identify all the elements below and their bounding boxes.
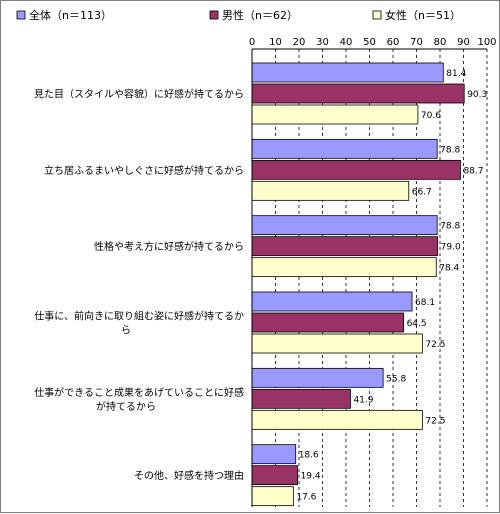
- x-tick-label: 20: [293, 37, 306, 48]
- legend-swatch: [209, 10, 219, 20]
- legend-label: 女性（n＝51）: [385, 8, 461, 22]
- category-label: 見た目（スタイルや容貌）に好感が持てるから: [34, 88, 244, 101]
- bar: [251, 333, 423, 354]
- bar-value-label: 55.8: [386, 374, 406, 384]
- x-tick-label: 90: [457, 37, 470, 48]
- category-label: 性格や考え方に好感が持てるから: [94, 240, 244, 253]
- category-label: 仕事ができること成果をあげていることに好感: [34, 386, 244, 399]
- category-labels: 見た目（スタイルや容貌）に好感が持てるから立ち居ふるまいやしぐさに好感が持てるか…: [34, 88, 244, 483]
- bar-value-label: 88.7: [463, 166, 483, 176]
- bar-value-label: 41.9: [353, 395, 373, 405]
- bar: [251, 159, 461, 180]
- bar: [251, 236, 439, 257]
- category-label: 立ち居ふるまいやしぐさに好感が持てるから: [44, 164, 244, 177]
- legend: 全体（n＝113） 男性（n＝62） 女性（n＝51）: [16, 8, 461, 22]
- bar: [251, 444, 297, 465]
- x-tick-label: 30: [316, 37, 329, 48]
- bar-value-label: 81.4: [446, 69, 466, 79]
- x-tick-label: 50: [363, 37, 376, 48]
- bar-value-label: 18.6: [299, 451, 319, 461]
- bar: [251, 409, 423, 430]
- x-tick-label: 70: [410, 37, 423, 48]
- category-label: が持てるから: [96, 400, 156, 413]
- x-tick-label: 100: [477, 37, 496, 48]
- bar: [251, 138, 438, 159]
- bar: [251, 83, 465, 104]
- bar: [251, 257, 437, 278]
- bar-value-label: 72.5: [425, 416, 445, 426]
- bar: [251, 180, 410, 201]
- bar-value-label: 90.3: [467, 90, 487, 100]
- bar: [251, 312, 404, 333]
- bar: [251, 62, 444, 83]
- bar: [251, 104, 419, 125]
- bar-value-label: 66.7: [412, 187, 432, 197]
- bar-value-label: 17.6: [296, 493, 316, 503]
- bar: [251, 367, 384, 388]
- value-labels: 81.4 90.3 70.6 78.8 88.7 66.7 78.8 79.0 78.4 68.1…: [296, 69, 487, 503]
- legend-swatch: [16, 10, 26, 20]
- x-tick-label: 0: [249, 37, 255, 48]
- grid-lines: [275, 49, 488, 507]
- bar-value-label: 72.5: [425, 340, 445, 350]
- bar-value-label: 79.0: [441, 243, 461, 253]
- category-label: その他、好感を持つ理由: [134, 469, 244, 482]
- x-tick-label: 60: [387, 37, 400, 48]
- bar: [251, 215, 438, 236]
- bar-value-label: 68.1: [415, 298, 435, 308]
- bar-value-label: 78.8: [440, 222, 460, 232]
- bar-value-label: 78.8: [440, 145, 460, 155]
- bars: [251, 62, 465, 507]
- x-tick-label: 40: [340, 37, 353, 48]
- bar: [251, 388, 351, 409]
- legend-label: 全体（n＝113）: [29, 8, 112, 22]
- bar-value-label: 70.6: [421, 111, 441, 121]
- x-axis-ticks: 0 10 20 30 40 50 60 70 80 90 100: [249, 37, 497, 48]
- bar-value-label: 78.4: [439, 264, 459, 274]
- bar-value-label: 64.5: [407, 319, 427, 329]
- x-tick-label: 80: [434, 37, 447, 48]
- bar: [251, 486, 294, 507]
- x-tick-label: 10: [269, 37, 282, 48]
- category-label: 仕事に、前向きに取り組む姿に好感が持てるか: [34, 310, 244, 323]
- bar: [251, 291, 413, 312]
- axes: [251, 48, 487, 507]
- bar-value-label: 19.4: [301, 472, 321, 482]
- category-label: ら: [121, 325, 131, 337]
- bar: [251, 465, 298, 486]
- legend-swatch: [372, 10, 382, 20]
- legend-label: 男性（n＝62）: [222, 8, 298, 22]
